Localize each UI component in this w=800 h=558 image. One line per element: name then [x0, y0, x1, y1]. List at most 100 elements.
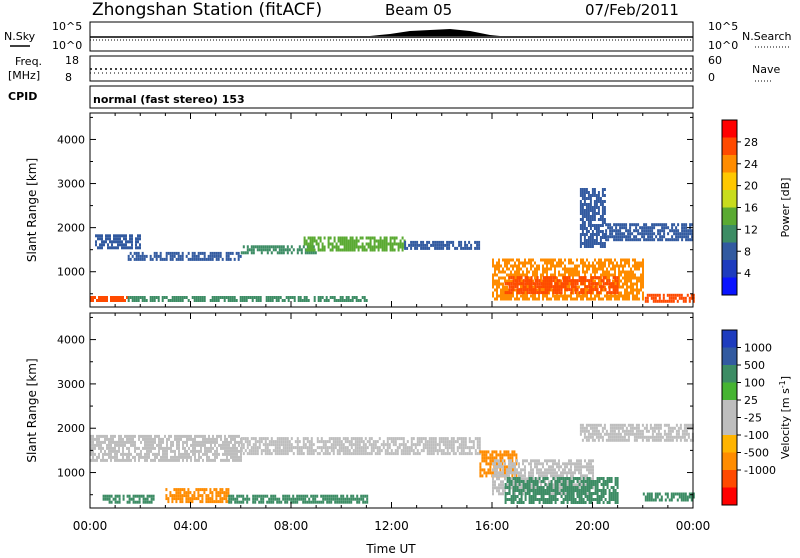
echo-cell — [496, 295, 498, 298]
echo-cell — [580, 298, 582, 301]
echo-region — [645, 294, 695, 303]
echo-cell — [351, 452, 353, 455]
echo-cell — [196, 441, 198, 444]
echo-cell — [630, 280, 632, 283]
echo-cell — [158, 441, 160, 444]
echo-cell — [661, 226, 663, 229]
echo-cell — [543, 279, 545, 282]
echo-cell — [380, 240, 382, 243]
echo-cell — [310, 237, 312, 240]
echo-cell — [496, 474, 498, 477]
echo-cell — [640, 277, 642, 280]
echo-cell — [586, 289, 588, 292]
echo-cell — [287, 248, 289, 251]
echo-cell — [254, 296, 256, 299]
echo-cell — [540, 462, 542, 465]
echo-cell — [314, 495, 316, 498]
echo-cell — [517, 282, 519, 285]
echo-cell — [293, 452, 295, 455]
echo-cell — [609, 232, 611, 235]
echo-cell — [257, 245, 259, 248]
echo-cell — [344, 501, 346, 504]
echo-cell — [553, 498, 555, 501]
echo-cell — [554, 265, 556, 268]
echo-cell — [348, 501, 350, 504]
echo-cell — [638, 433, 640, 436]
echo-cell — [540, 259, 542, 262]
echo-cell — [628, 424, 630, 427]
echo-cell — [658, 430, 660, 433]
echo-cell — [512, 471, 514, 474]
echo-cell — [596, 427, 598, 430]
echo-cell — [584, 265, 586, 268]
echo-cell — [92, 444, 94, 447]
echo-cell — [625, 238, 627, 241]
echo-cell — [350, 299, 352, 302]
echo-cell — [613, 235, 615, 238]
echo-cell — [561, 483, 563, 486]
echo-cell — [166, 252, 168, 255]
echo-cell — [354, 240, 356, 243]
echo-cell — [134, 296, 136, 299]
echo-cell — [360, 237, 362, 240]
echo-cell — [655, 223, 657, 226]
echo-cell — [283, 452, 285, 455]
echo-cell — [587, 486, 589, 489]
echo-cell — [158, 296, 160, 299]
echo-cell — [158, 438, 160, 441]
echo-cell — [216, 252, 218, 255]
echo-cell — [555, 492, 557, 495]
echo-cell — [473, 440, 475, 443]
echo-cell — [636, 427, 638, 430]
echo-cell — [515, 483, 517, 486]
echo-cell — [610, 427, 612, 430]
echo-cell — [646, 424, 648, 427]
echo-cell — [673, 223, 675, 226]
echo-cell — [639, 226, 641, 229]
ytick-label: 2000 — [57, 222, 85, 235]
echo-cell — [555, 291, 557, 294]
echo-cell — [631, 232, 633, 235]
echo-cell — [92, 447, 94, 450]
echo-cell — [617, 279, 619, 282]
echo-cell — [610, 259, 612, 262]
echo-cell — [412, 244, 414, 247]
echo-cell — [320, 249, 322, 252]
echo-cell — [265, 452, 267, 455]
echo-cell — [124, 453, 126, 456]
echo-cell — [386, 237, 388, 240]
echo-cell — [587, 483, 589, 486]
echo-cell — [504, 289, 506, 292]
echo-cell — [589, 492, 591, 495]
echo-cell — [663, 294, 665, 297]
echo-cell — [413, 443, 415, 446]
echo-cell — [599, 477, 601, 480]
echo-cell — [127, 495, 129, 498]
echo-cell — [323, 446, 325, 449]
echo-cell — [180, 438, 182, 441]
echo-cell — [614, 436, 616, 439]
echo-cell — [513, 285, 515, 288]
echo-cell — [593, 282, 595, 285]
echo-cell — [582, 188, 584, 191]
echo-cell — [659, 229, 661, 232]
echo-cell — [578, 271, 580, 274]
echo-cell — [609, 498, 611, 501]
echo-cell — [683, 300, 685, 303]
echo-cell — [586, 197, 588, 200]
echo-cell — [602, 245, 604, 248]
echo-cell — [222, 258, 224, 261]
echo-cell — [408, 244, 410, 247]
echo-cell — [531, 282, 533, 285]
echo-cell — [582, 215, 584, 218]
echo-cell — [139, 495, 141, 498]
echo-cell — [608, 439, 610, 442]
echo-cell — [560, 274, 562, 277]
echo-cell — [236, 498, 238, 501]
echo-cell — [655, 496, 657, 499]
echo-cell — [409, 452, 411, 455]
echo-cell — [615, 276, 617, 279]
echo-cell — [622, 259, 624, 262]
echo-cell — [335, 446, 337, 449]
echo-cell — [583, 489, 585, 492]
